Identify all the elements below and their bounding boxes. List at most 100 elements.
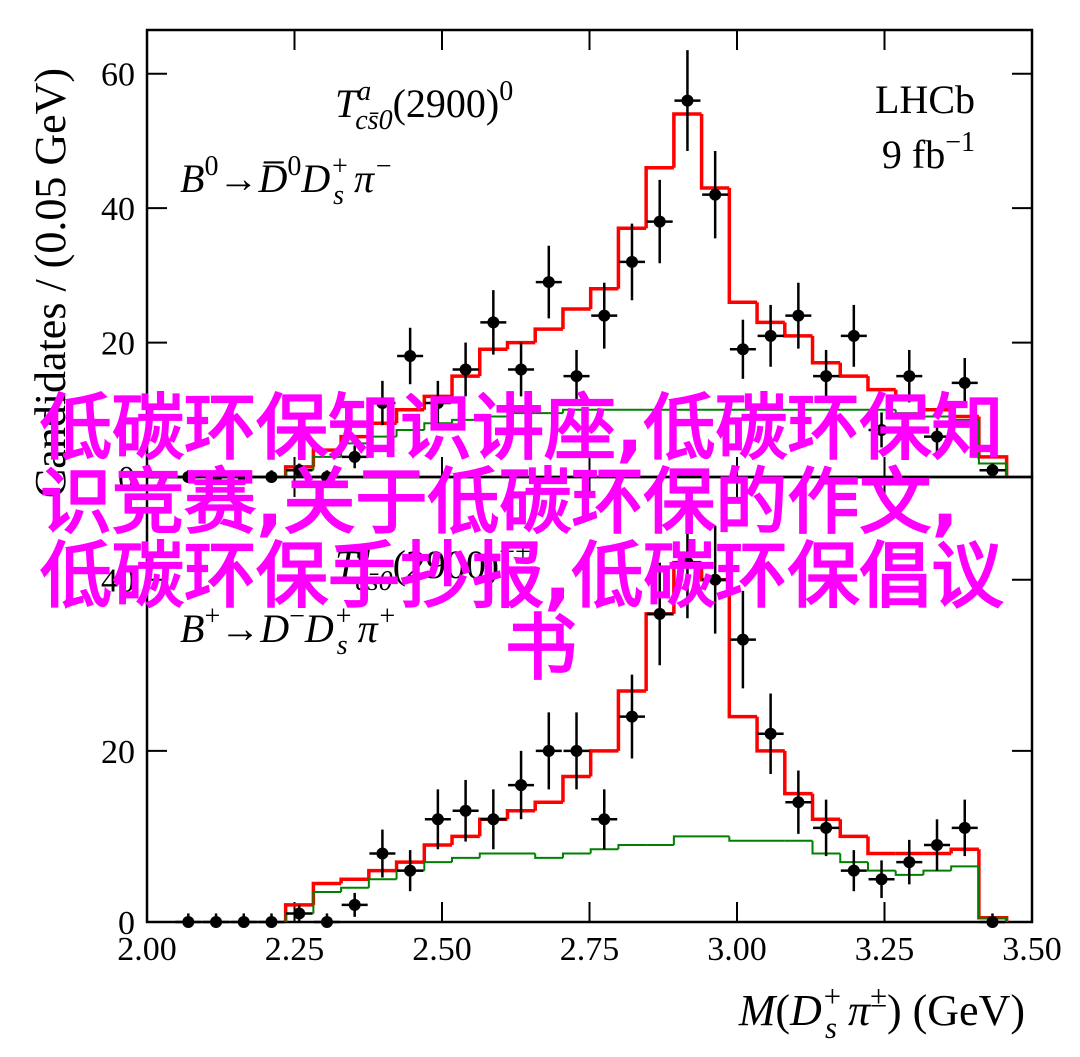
y-tick-label: 0 <box>118 460 135 497</box>
text-segment: → <box>220 606 260 651</box>
data-point <box>348 450 361 463</box>
fit-histogram <box>394 860 425 871</box>
text-segment: ( <box>775 986 790 1035</box>
overlay-line: 识竞赛,关于低碳环保的作文, <box>40 460 959 544</box>
data-point <box>958 376 971 389</box>
annotation: B0→D̅0D+ s π− <box>180 151 393 211</box>
text-segment: 0 <box>499 76 513 107</box>
text-segment: M <box>738 986 778 1035</box>
fit-histogram <box>894 409 924 415</box>
fit-histogram <box>505 809 536 820</box>
fit-histogram <box>533 800 563 811</box>
text-segment: s <box>825 1011 837 1045</box>
text-segment: 0 <box>204 151 218 182</box>
data-point <box>764 329 777 342</box>
data-point <box>376 847 389 860</box>
text-segment: B <box>180 606 204 651</box>
fit-histogram <box>672 835 702 845</box>
x-tick-label: 3.00 <box>707 931 767 968</box>
fit-histogram <box>450 834 480 845</box>
data-point <box>598 309 611 322</box>
text-segment: ++ <box>499 537 531 568</box>
fit-histogram <box>588 749 619 777</box>
fit-histogram <box>478 415 508 420</box>
fit-histogram <box>755 716 785 753</box>
data-point <box>570 744 583 757</box>
overlay-line: 低碳环保手抄报,低碳环保倡议 <box>40 534 1004 618</box>
fit-histogram <box>533 327 563 343</box>
fit-histogram <box>505 340 536 350</box>
fit-histogram <box>866 376 896 392</box>
fit-histogram <box>949 847 979 854</box>
data-point <box>293 464 306 477</box>
data-point <box>431 813 444 826</box>
fit-histogram <box>312 455 342 471</box>
fit-histogram <box>422 843 453 863</box>
y-tick-label: 40 <box>101 563 135 600</box>
data-point <box>736 633 749 646</box>
text-segment: ) (GeV) <box>887 986 1025 1035</box>
data-point <box>625 710 638 723</box>
data-point <box>431 397 444 410</box>
fit-histogram <box>950 416 979 421</box>
data-point <box>653 607 666 620</box>
data-point <box>875 423 888 436</box>
text-segment: D <box>259 606 289 651</box>
data-point <box>903 856 916 869</box>
fit-histogram <box>810 793 841 822</box>
overlay-line: 书 <box>505 606 578 690</box>
text-segment: cs̄0 <box>355 105 392 136</box>
fit-histogram <box>367 421 397 437</box>
text-segment: LHCb <box>875 77 975 122</box>
fit-histogram <box>921 396 952 412</box>
text-segment: + <box>378 601 397 632</box>
fit-histogram <box>727 187 758 304</box>
y-tick-label: 20 <box>101 326 135 363</box>
data-point <box>792 309 805 322</box>
fit-histogram <box>422 394 453 410</box>
fit-histogram <box>950 865 979 871</box>
fit-histogram <box>534 853 563 859</box>
text-segment: D <box>300 156 330 201</box>
fit-histogram <box>478 347 508 377</box>
text-segment: D̅ <box>257 156 287 201</box>
data-point <box>210 916 223 928</box>
data-point <box>986 464 999 477</box>
fit-histogram <box>728 836 758 842</box>
data-point <box>487 316 500 329</box>
x-tick-label: 2.75 <box>560 931 620 968</box>
fit-histogram <box>783 750 813 796</box>
data-point <box>542 744 555 757</box>
fit-histogram <box>644 166 674 229</box>
x-tick-label: 3.50 <box>1002 931 1062 968</box>
data-point <box>459 363 472 376</box>
text-segment: + <box>204 601 220 632</box>
fit-histogram <box>922 869 952 875</box>
text-segment: s <box>337 630 348 661</box>
fit-histogram <box>340 442 369 457</box>
text-segment: (2900) <box>393 81 500 126</box>
data-point <box>515 363 528 376</box>
y-axis-label: Candidates / (0.05 GeV) <box>26 68 75 498</box>
fit-histogram <box>617 843 647 850</box>
annotation: LHCb <box>875 77 975 122</box>
data-point <box>625 255 638 268</box>
fit-histogram <box>340 886 369 893</box>
data-point <box>293 907 306 920</box>
y-tick-label: 0 <box>118 905 135 942</box>
y-tick-label: 60 <box>101 57 135 94</box>
text-segment: D <box>789 986 822 1035</box>
text-segment: π <box>344 156 375 201</box>
data-point <box>570 370 583 383</box>
x-tick-label: 2.25 <box>265 931 325 968</box>
data-point <box>681 556 694 569</box>
fit-histogram <box>478 852 508 858</box>
text-segment: cs̄0 <box>355 566 392 597</box>
fit-histogram <box>367 435 397 444</box>
data-point <box>681 94 694 107</box>
data-point <box>376 397 389 410</box>
text-segment: a <box>357 76 371 107</box>
fit-histogram <box>811 840 841 855</box>
